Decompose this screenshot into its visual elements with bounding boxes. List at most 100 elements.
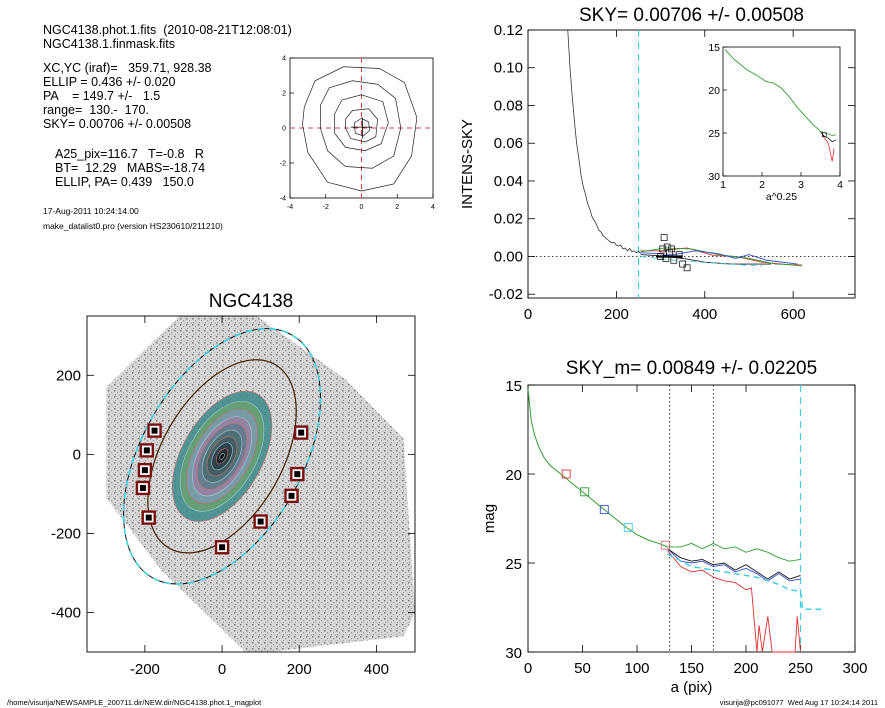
- outer-ellipse-black: [123, 328, 322, 585]
- inset-ytick-label: 15: [708, 42, 720, 54]
- sky-xtick-label: 200: [604, 306, 629, 323]
- image-xtick-label: 200: [287, 661, 312, 678]
- mag-xtick-label: 250: [788, 660, 813, 677]
- contour-level-5: [353, 117, 370, 137]
- outer-ellipse-cyan: [122, 327, 322, 585]
- sky-ytick-label: 0.06: [494, 135, 523, 152]
- image-ytick-label: -400: [51, 604, 81, 621]
- inset-tail-2: [820, 131, 837, 143]
- contour-ytick-label: 2: [282, 91, 286, 98]
- isophote-ring: [171, 390, 273, 522]
- contour-frame: [289, 57, 434, 199]
- isophote-ring: [186, 408, 258, 504]
- sky-xtick-label: 600: [781, 306, 806, 323]
- star-mask-marker: [214, 540, 230, 555]
- param-pa: PA = 149.7 +/- 1.5: [43, 89, 161, 103]
- image-plot-title: NGC4138: [209, 291, 294, 312]
- mag-profile-blue: [667, 548, 801, 582]
- isophote-ring: [201, 429, 243, 483]
- mag-profile-green: [667, 542, 801, 562]
- galaxy-isophotes: [122, 327, 322, 585]
- mag-square-marker: [599, 505, 609, 515]
- sky-xtick-label: 0: [524, 306, 532, 323]
- sky-series-2: [640, 247, 802, 266]
- inset-xtick-label: 1: [720, 179, 726, 191]
- mask-file-name: NGC4138.1.finmask.fits: [43, 37, 175, 51]
- footer-path: /home/visurija/NEWSAMPLE_200711.dir/NEW.…: [7, 698, 262, 707]
- mag-square-marker: [660, 540, 670, 550]
- mag-xtick-label: 50: [574, 660, 591, 677]
- inset-square: [822, 132, 827, 138]
- isophote-ring: [196, 423, 248, 490]
- image-frame: [86, 315, 416, 653]
- sky-xtick-label: 400: [692, 306, 717, 323]
- run-date: 17-Aug-2011 10:24:14.00: [43, 206, 139, 216]
- inset-ytick-label: 30: [708, 171, 720, 183]
- sky-square-marker: [657, 253, 664, 260]
- param-xcyc: XC,YC (iraf)= 359.71, 928.38: [43, 61, 212, 75]
- sky-ytick-label: 0.00: [494, 248, 523, 265]
- sky-profile-line: [567, 29, 641, 254]
- sky-plot-ylabel: INTENS-SKY: [459, 119, 476, 209]
- star-mask-marker: [137, 462, 153, 478]
- isophote-ring: [215, 448, 229, 465]
- mag-ytick-label: 25: [505, 556, 522, 573]
- isophote-ring: [179, 401, 265, 512]
- contour-ytick-label: -2: [280, 161, 286, 168]
- footer-user-date: visurija@pc091077 Wed Aug 17 10:24:14 20…: [719, 698, 878, 707]
- mag-plot-title: SKY_m= 0.00849 +/- 0.02205: [566, 358, 817, 379]
- mag-plot-xlabel: a (pix): [671, 679, 713, 696]
- sky-plot-title: SKY= 0.00706 +/- 0.00508: [579, 5, 804, 26]
- inset-xtick-label: 2: [759, 179, 765, 191]
- contour-ytick-label: 4: [282, 56, 286, 63]
- contour-xtick-label: -4: [287, 204, 293, 211]
- mag-profile-cyan: [667, 553, 825, 611]
- sky-square-marker: [659, 245, 667, 253]
- mag-xtick-label: 300: [842, 660, 867, 677]
- contour-xtick-label: 0: [360, 204, 364, 211]
- derived-ellip-pa: ELLIP, PA= 0.439 150.0: [55, 175, 194, 189]
- inset-profile-green: [724, 49, 821, 132]
- contour-xtick-label: 4: [431, 204, 435, 211]
- inset-ytick-label: 20: [708, 85, 720, 97]
- image-xtick-label: -200: [130, 661, 160, 678]
- derived-a25: A25_pix=116.7 T=-0.8 R: [55, 147, 204, 161]
- mag-profile-red: [667, 550, 801, 653]
- sky-series-4: [640, 254, 772, 265]
- image-ytick-label: 200: [56, 367, 81, 384]
- contour-level-1: [302, 66, 418, 192]
- star-mask-marker: [147, 423, 162, 438]
- contour-level-4: [345, 108, 378, 143]
- star-mask-core: [145, 514, 152, 521]
- star-mask-marker: [135, 480, 151, 496]
- mag-square-marker: [561, 469, 571, 479]
- star-mask-core: [288, 492, 295, 499]
- sky-ytick-label: 0.10: [494, 60, 523, 77]
- mag-xtick-label: 0: [524, 660, 532, 677]
- star-mask-core: [141, 467, 148, 474]
- star-mask-core: [143, 447, 150, 454]
- contour-xtick-label: 2: [395, 204, 399, 211]
- mag-ytick-label: 15: [505, 378, 522, 395]
- contour-level-3: [334, 94, 389, 152]
- star-mask-core: [139, 484, 146, 491]
- sky-square-marker: [679, 260, 687, 268]
- inset-ytick-label: 25: [708, 128, 720, 140]
- contour-level-2: [320, 80, 402, 169]
- inset-tail-1: [820, 131, 835, 162]
- star-mask-core: [298, 429, 305, 436]
- sky-ytick-label: 0.08: [494, 97, 523, 114]
- mag-profile-black: [667, 548, 801, 580]
- star-mask-marker: [290, 466, 305, 482]
- contour-ytick-label: 0: [282, 126, 286, 133]
- inset-frame: [722, 46, 841, 177]
- sky-series-5: [640, 256, 763, 267]
- image-ytick-label: 0: [73, 446, 81, 463]
- mag-plot-ylabel: mag: [481, 504, 498, 533]
- sky-square-marker: [666, 249, 673, 257]
- star-mask-marker: [253, 514, 268, 529]
- mag-square-marker: [580, 487, 590, 497]
- inset-xtick-label: 3: [798, 179, 804, 191]
- mag-ytick-label: 30: [505, 645, 522, 662]
- star-mask-marker: [284, 488, 299, 504]
